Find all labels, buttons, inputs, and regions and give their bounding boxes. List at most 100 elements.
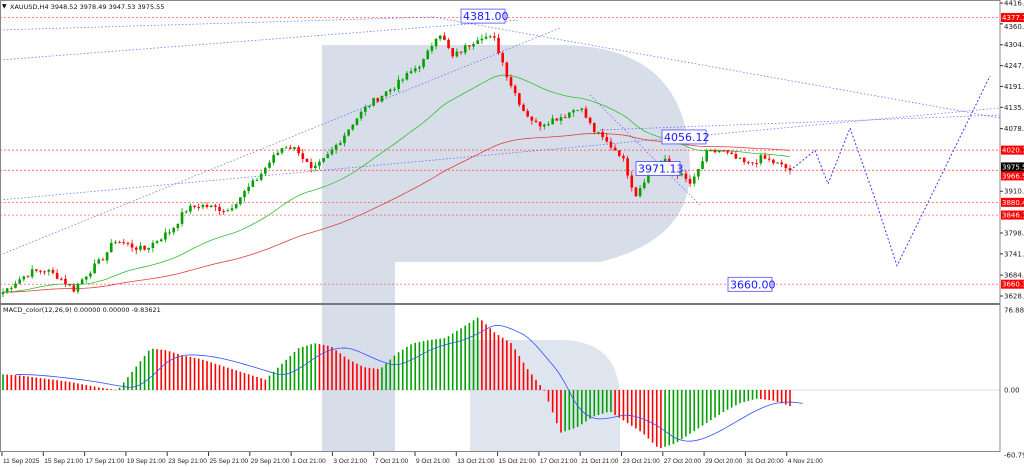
trend-line [599, 114, 1001, 131]
y-tick-label: 4191.80 [1004, 83, 1024, 91]
annotation-box [460, 8, 506, 24]
candle-body [164, 232, 167, 240]
candle-body [351, 124, 355, 130]
candle-body [634, 187, 638, 197]
candle-body [642, 182, 646, 189]
candle-body [584, 108, 588, 118]
candle-body [626, 158, 629, 176]
candle-body [159, 239, 163, 242]
annotation-box [635, 161, 681, 176]
candle-body [605, 137, 609, 142]
price-label: 3846.19 [1002, 212, 1024, 220]
y-tick-label: 3910.20 [1004, 188, 1024, 196]
candle-body [547, 124, 550, 126]
candle-body [755, 162, 758, 164]
x-tick-label: 3 Oct 21:00 [333, 458, 367, 465]
candle-body [722, 150, 725, 152]
candle-body [538, 121, 542, 127]
annotations: 4381.00 4056.12 3971.13 3660.00 [460, 8, 776, 292]
price-label-bg [1001, 210, 1024, 220]
candle-body [297, 147, 300, 154]
trend-lines [0, 16, 1001, 256]
candle-body [176, 223, 180, 229]
y-tick-label: 4304.00 [1004, 41, 1024, 49]
candle-body [64, 278, 67, 285]
candle-body [305, 158, 309, 163]
candle-body [114, 242, 117, 244]
price-label: 4020.77 [1002, 147, 1024, 155]
candle-body [180, 212, 184, 224]
annotation-label: 3660.00 [730, 278, 776, 291]
macd-label: MACD_color(12,26,9) 0.00000 0.00000 -9.8… [3, 306, 161, 314]
y-tick-label: 3741.90 [1004, 250, 1024, 258]
candle-body [272, 155, 275, 163]
macd-tick-label: 76.88864 [1004, 307, 1024, 315]
price-label-bg [1001, 279, 1024, 289]
candle-body [105, 252, 109, 261]
candle-body [763, 155, 767, 159]
candle-body [35, 269, 38, 271]
price-label: 3975.55 [1002, 163, 1024, 171]
candle-body [497, 37, 500, 53]
candle-body [151, 242, 155, 249]
candle-body [480, 38, 484, 41]
candle-body [293, 147, 296, 150]
candle-body [563, 117, 567, 119]
candle-body [513, 85, 517, 94]
x-tick-label: 17 Sep 21:00 [86, 458, 125, 465]
price-axis[interactable]: 4416.20 4377.114360.10 4304.00 4247.90 4191.… [1000, 0, 1024, 460]
time-axis[interactable]: 11 Sep 2025 15 Sep 21:00 17 Sep 21:00 19 Se… [1, 452, 823, 465]
annotation-label: 3971.13 [638, 163, 684, 176]
candle-body [143, 245, 146, 250]
candle-body [230, 208, 234, 211]
watermark-r-stem [322, 262, 395, 452]
plot-border [0, 0, 1001, 452]
candle-body [101, 259, 105, 261]
candle-body [122, 242, 126, 244]
candle-body [268, 162, 271, 168]
candle-body [255, 179, 259, 181]
candle-body [588, 117, 592, 123]
chart-frame [0, 0, 1001, 452]
candle-body [363, 106, 367, 112]
candle-body [314, 165, 317, 168]
candle-body [309, 162, 313, 168]
candle-body [234, 204, 238, 209]
candle-body [214, 205, 217, 207]
y-tick-label: 4416.20 [1004, 0, 1024, 8]
annotation-label: 4381.00 [463, 10, 509, 23]
candle-body [209, 205, 213, 208]
candle-body [601, 131, 604, 138]
chart-header: XAUUSD,H4 3948.52 3978.49 3947.53 3975.5… [10, 3, 164, 11]
candle-body [376, 98, 380, 102]
candle-body [218, 206, 221, 212]
candle-body [55, 272, 59, 279]
candle-body [134, 247, 138, 250]
candle-body [705, 150, 709, 162]
y-tick-label: 3798.00 [1004, 229, 1024, 237]
candle-body [355, 118, 359, 125]
x-tick-label: 21 Oct 21:00 [581, 458, 619, 465]
candle-body [51, 270, 55, 273]
annotation-label: 4056.12 [664, 131, 710, 144]
y-tick-label: 4360.10 [1004, 23, 1024, 31]
forecast-path [789, 75, 991, 268]
candle-body [243, 191, 246, 198]
candle-body [493, 36, 496, 38]
candle-body [647, 171, 650, 183]
candle-body [738, 157, 742, 159]
candle-body [530, 116, 534, 121]
candle-body [684, 173, 688, 179]
candle-body [43, 271, 46, 273]
candle-body [505, 62, 509, 78]
x-tick-label: 23 Sep 21:00 [168, 458, 207, 465]
price-label-bg [1001, 171, 1024, 181]
candle-body [776, 162, 779, 164]
candle-body [742, 157, 746, 163]
candle-body [338, 143, 342, 145]
candle-body [334, 144, 338, 150]
candle-body [139, 245, 142, 250]
dropdown-triangle-icon[interactable]: ▼ [2, 3, 7, 10]
candle-body [780, 162, 783, 165]
